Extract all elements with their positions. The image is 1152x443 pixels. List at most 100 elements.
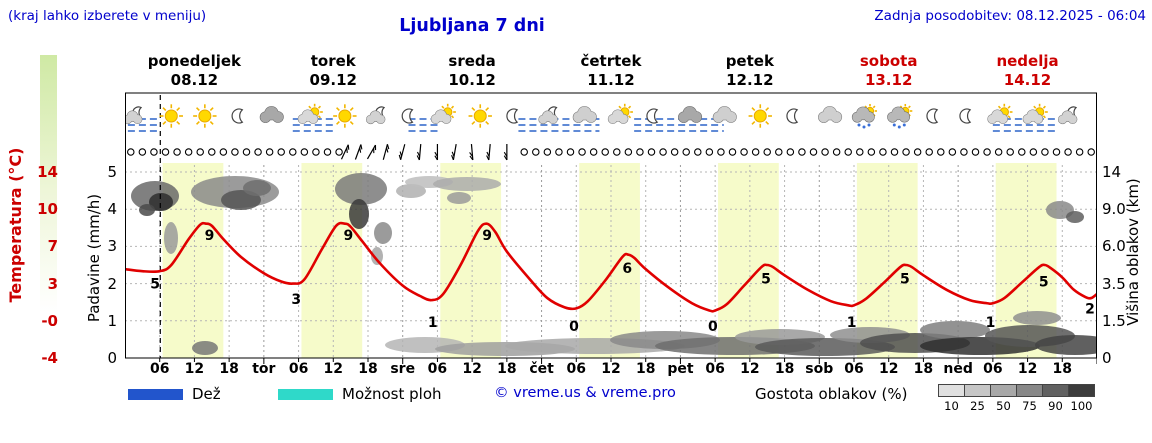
cloud-density-blob bbox=[371, 247, 383, 265]
cloud-density-step-label: 90 bbox=[1048, 399, 1063, 413]
day-date: 12.12 bbox=[726, 70, 774, 89]
cloud-cover-symbol bbox=[289, 148, 297, 156]
temperature-label: 3 bbox=[291, 292, 301, 308]
temperature-label: 1 bbox=[986, 315, 996, 331]
x-tick-label: 06 bbox=[150, 361, 169, 377]
cloud-cover-symbol bbox=[1064, 148, 1072, 156]
day-name: sobota bbox=[859, 52, 918, 70]
day-name: četrtek bbox=[580, 52, 642, 70]
cloud-density-blob bbox=[1066, 211, 1084, 223]
cloud-cover-symbol bbox=[323, 148, 332, 156]
location-hint: (kraj lahko izberete v meniju) bbox=[8, 8, 207, 24]
sun-icon bbox=[333, 104, 357, 128]
cloud-axis-tick: 9.0 bbox=[1102, 200, 1126, 219]
cloud-density-step-label: 75 bbox=[1022, 399, 1037, 413]
x-tick-label: 06 bbox=[844, 361, 863, 377]
cloud-cover-symbol bbox=[856, 148, 864, 156]
cloud-cover-symbol bbox=[913, 148, 922, 156]
cloud-cover-symbol bbox=[1006, 148, 1014, 156]
x-tick-label: 18 bbox=[497, 361, 516, 377]
temperature-label: 1 bbox=[428, 315, 438, 331]
rain-legend-swatch bbox=[128, 389, 183, 400]
cloud-cover-symbol bbox=[751, 148, 760, 156]
sun-icon bbox=[159, 104, 183, 128]
cloud-density-blob bbox=[243, 180, 271, 196]
cloud-density-swatch bbox=[1016, 384, 1043, 397]
temperature-label: 5 bbox=[761, 271, 771, 287]
cloud-cover-symbol bbox=[960, 148, 968, 156]
sun-icon bbox=[468, 104, 492, 128]
cloud-cover-symbol bbox=[809, 148, 818, 156]
day-name: ponedeljek bbox=[147, 52, 242, 70]
x-tick-label: 12 bbox=[324, 361, 343, 377]
temperature-label: 0 bbox=[708, 319, 718, 335]
x-day-label: čet bbox=[529, 361, 554, 377]
cloud-cover-symbol bbox=[925, 148, 933, 156]
cloud-cover-symbol bbox=[161, 148, 170, 156]
cloud-density-blob bbox=[920, 321, 990, 339]
day-name: torek bbox=[310, 52, 356, 70]
temperature-label: 9 bbox=[482, 228, 492, 244]
cloud-density-blob bbox=[1013, 311, 1061, 325]
x-tick-label: 12 bbox=[462, 361, 481, 377]
rain-legend-label: Dež bbox=[192, 385, 221, 403]
day-header: torek 09.12 bbox=[264, 52, 402, 90]
cloud-cover-symbol bbox=[937, 148, 945, 156]
wind-barb-icon bbox=[340, 144, 350, 160]
x-day-label: tor bbox=[252, 361, 275, 377]
cloud-cover-symbol bbox=[335, 148, 343, 156]
day-header: ponedeljek 08.12 bbox=[125, 52, 263, 90]
day-header: petek 12.12 bbox=[681, 52, 819, 90]
cloud-density-blob bbox=[349, 199, 369, 229]
x-tick-label: 06 bbox=[705, 361, 724, 377]
temperature-label: 2 bbox=[1085, 301, 1095, 317]
cloud-cover-symbol bbox=[682, 148, 690, 156]
cloud-cover-symbol bbox=[659, 148, 667, 156]
cloud-cover-symbol bbox=[786, 148, 795, 156]
cloud-density-blob bbox=[447, 192, 471, 204]
temperature-curve bbox=[125, 221, 1097, 313]
cloud-cover-symbol bbox=[242, 148, 251, 156]
cloud-density-swatch bbox=[1068, 384, 1095, 397]
day-header: sobota 13.12 bbox=[820, 52, 958, 90]
last-update-text: Zadnja posodobitev: 08.12.2025 - 06:04 bbox=[874, 8, 1146, 24]
rain-cloud-icon bbox=[678, 106, 703, 123]
cloud-density-swatch bbox=[964, 384, 991, 397]
x-day-label: sre bbox=[390, 361, 415, 377]
cloud-density-blob bbox=[164, 222, 178, 254]
wind-barb-icon bbox=[416, 143, 422, 161]
cloud-cover-symbol bbox=[543, 148, 552, 156]
cloud-cover-symbol bbox=[994, 148, 1003, 156]
cloud-cover-symbol bbox=[636, 148, 644, 156]
cloud-cover-symbol bbox=[879, 148, 887, 156]
x-tick-label: 18 bbox=[636, 361, 655, 377]
cloud-density-blob bbox=[192, 341, 218, 355]
precip-axis-tick: 3 bbox=[107, 237, 117, 256]
temp-axis-title: Temperatura (°C) bbox=[6, 147, 25, 303]
cloud-density-step-label: 25 bbox=[970, 399, 985, 413]
temperature-label: 6 bbox=[622, 261, 632, 277]
moon-icon bbox=[401, 108, 414, 124]
moon-icon bbox=[506, 108, 519, 124]
cloud-cover-symbol bbox=[1052, 148, 1061, 156]
copyright-link[interactable]: © vreme.us & vreme.pro bbox=[494, 385, 676, 401]
precip-axis-tick: 0 bbox=[107, 349, 117, 367]
cloud-density-blob bbox=[149, 193, 173, 211]
wind-barb-icon bbox=[469, 143, 474, 161]
x-tick-label: 06 bbox=[428, 361, 447, 377]
x-tick-label: 18 bbox=[358, 361, 377, 377]
x-tick-label: 12 bbox=[1018, 361, 1037, 377]
wind-barb-icon bbox=[486, 143, 491, 161]
partly-sunny-icon bbox=[430, 103, 456, 124]
temp-axis-tick: 3 bbox=[47, 274, 58, 293]
day-header: sreda 10.12 bbox=[403, 52, 541, 90]
shower-icon bbox=[851, 103, 878, 129]
cloud-icon bbox=[572, 106, 597, 123]
cloud-density-blob bbox=[374, 222, 392, 244]
weather-icons bbox=[125, 103, 1078, 129]
precip-axis-tick: 1 bbox=[107, 311, 117, 330]
cloud-cover-symbol bbox=[902, 148, 910, 156]
cloud-cover-symbol bbox=[1029, 148, 1038, 156]
partly-sunny-icon bbox=[1022, 103, 1048, 124]
cloud-density-swatch bbox=[938, 384, 965, 397]
